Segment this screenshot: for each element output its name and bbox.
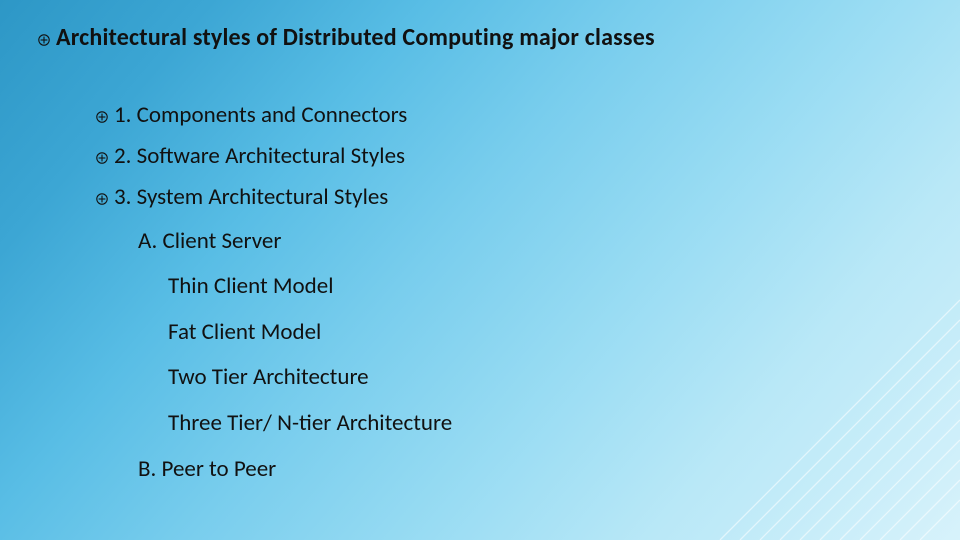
- item-text: 1. Components and Connectors: [114, 100, 407, 131]
- sub-heading-a: A. Client Server: [138, 224, 920, 260]
- slide-title: Architectural styles of Distributed Comp…: [56, 22, 655, 54]
- bullet-icon: [38, 33, 56, 52]
- title-row: Architectural styles of Distributed Comp…: [38, 22, 920, 54]
- list-item: 3. System Architectural Styles: [96, 182, 920, 213]
- list-item: 2. Software Architectural Styles: [96, 141, 920, 172]
- item-text: 3. System Architectural Styles: [114, 182, 388, 213]
- list-item: 1. Components and Connectors: [96, 100, 920, 131]
- bullet-icon: [96, 110, 114, 129]
- sub-heading-b: B. Peer to Peer: [138, 452, 920, 488]
- item-text: 2. Software Architectural Styles: [114, 141, 405, 172]
- bullet-icon: [96, 192, 114, 211]
- bullet-icon: [96, 151, 114, 170]
- sub-item: Thin Client Model: [168, 269, 920, 305]
- sub-item: Fat Client Model: [168, 315, 920, 351]
- slide: Architectural styles of Distributed Comp…: [0, 0, 960, 540]
- items-block: 1. Components and Connectors 2. Software…: [96, 100, 920, 487]
- slide-content: Architectural styles of Distributed Comp…: [38, 22, 920, 497]
- sub-item: Three Tier/ N-tier Architecture: [168, 406, 920, 442]
- sub-item: Two Tier Architecture: [168, 360, 920, 396]
